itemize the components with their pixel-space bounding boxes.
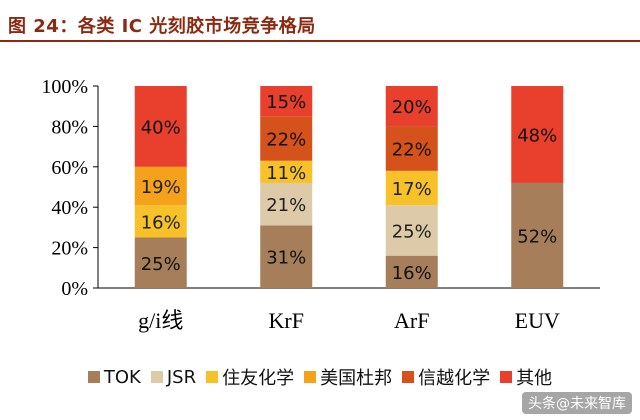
legend-swatch <box>87 371 100 383</box>
legend-label: 住友化学 <box>222 368 295 389</box>
legend-label: 信越化学 <box>418 368 491 389</box>
bar-segment <box>385 86 438 127</box>
legend-item: 其他 <box>500 364 552 390</box>
y-tick-label: 0% <box>61 278 88 300</box>
data-label: 16% <box>392 263 432 284</box>
bar-segment <box>385 170 438 206</box>
x-tick-label: EUV <box>515 308 560 333</box>
legend-item: 美国杜邦 <box>304 364 392 390</box>
legend-swatch <box>402 371 415 383</box>
legend-item: 信越化学 <box>402 364 490 390</box>
bar-segment <box>260 116 313 161</box>
bar-segment <box>511 86 564 183</box>
legend-label: 其他 <box>516 368 553 389</box>
data-label: 17% <box>392 179 432 200</box>
legend-item: 住友化学 <box>206 364 294 390</box>
bar-segment <box>260 182 313 226</box>
y-tick-label: 20% <box>51 238 88 260</box>
data-label: 22% <box>266 130 306 151</box>
data-label: 19% <box>141 177 181 198</box>
bar-segment <box>511 182 564 288</box>
legend-swatch <box>206 371 219 383</box>
legend-label: TOK <box>103 366 141 388</box>
data-label: 40% <box>141 117 181 138</box>
figure-title: 图 24：各类 IC 光刻胶市场竞争格局 <box>8 16 316 37</box>
y-tick-label: 100% <box>41 76 88 98</box>
legend-swatch <box>500 371 513 383</box>
bar-segment <box>260 225 313 288</box>
title-divider <box>0 40 640 42</box>
legend-swatch <box>150 371 163 383</box>
legend-label: JSR <box>166 366 197 388</box>
data-label: 52% <box>517 226 557 247</box>
y-tick-label: 60% <box>51 157 88 179</box>
bar-segment <box>134 86 187 167</box>
data-label: 11% <box>266 163 306 184</box>
legend-item: TOK <box>87 366 141 388</box>
bar-segment <box>385 255 438 288</box>
data-label: 21% <box>266 195 306 216</box>
bar-segment <box>385 126 438 171</box>
stacked-bar-chart: 0% 20% 40% 60% 80% 100% 25% 16% 19% 40% g/i线 31% 21%… <box>41 76 600 333</box>
data-label: 48% <box>517 125 557 146</box>
legend-swatch <box>304 371 317 383</box>
data-label: 20% <box>392 97 432 118</box>
data-label: 31% <box>266 248 306 269</box>
legend-item: JSR <box>150 366 197 388</box>
bar-segment <box>134 237 187 288</box>
bar-segment <box>134 166 187 206</box>
bar-segment <box>385 205 438 256</box>
legend-label: 美国杜邦 <box>320 368 393 389</box>
data-label: 16% <box>141 212 181 233</box>
chart-legend: TOK JSR 住友化学 美国杜邦 信越化学 其他 <box>0 364 640 390</box>
y-tick-label: 80% <box>51 116 88 138</box>
data-label: 25% <box>141 254 181 275</box>
x-tick-label: g/i线 <box>138 308 183 333</box>
watermark: 头条@未来智库 <box>522 392 632 414</box>
data-label: 15% <box>266 92 306 113</box>
y-tick-label: 40% <box>51 197 88 219</box>
x-tick-label: ArF <box>394 308 429 333</box>
bar-segment <box>260 160 313 183</box>
data-label: 25% <box>392 221 432 242</box>
data-label: 22% <box>392 140 432 161</box>
bar-segment <box>260 86 313 117</box>
x-tick-label: KrF <box>269 308 304 333</box>
bar-segment <box>134 205 187 238</box>
